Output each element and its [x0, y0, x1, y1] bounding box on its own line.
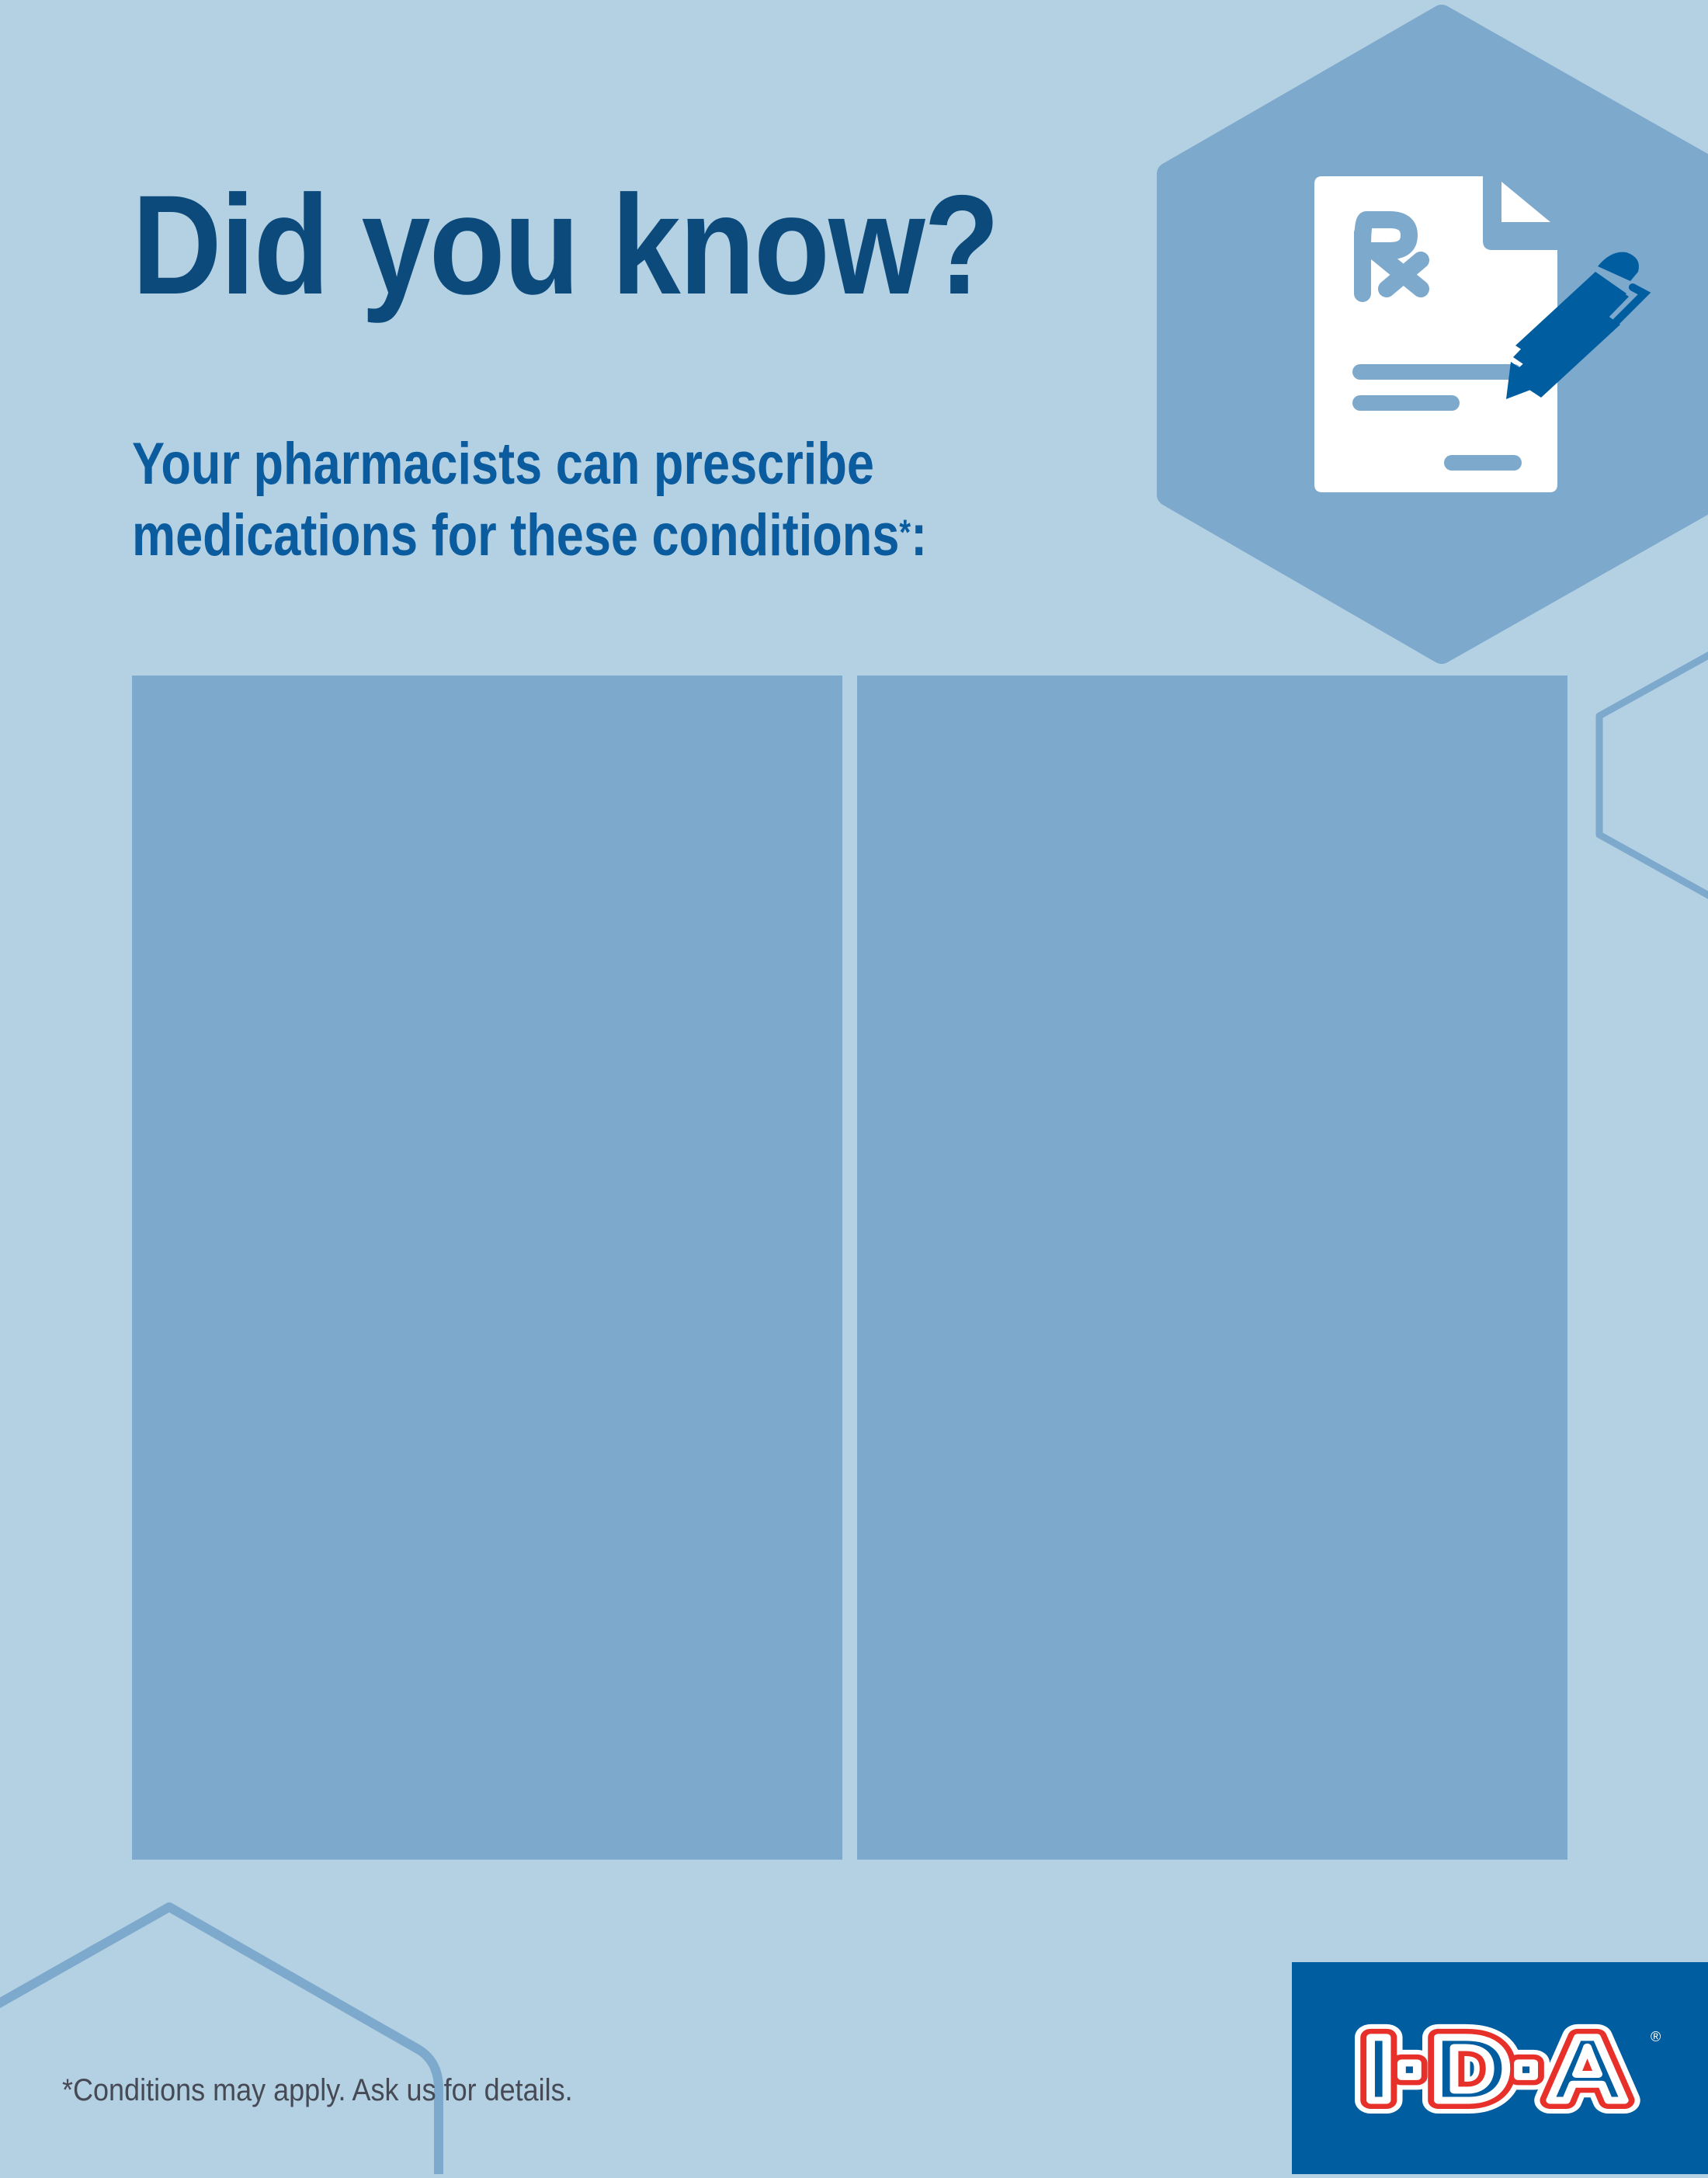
hexagon-outline-right: [1595, 651, 1708, 899]
subtitle-line-2: medications for these conditions: [132, 502, 900, 568]
svg-text:I·D·A: I·D·A: [1363, 2018, 1627, 2121]
conditions-panel-left: [132, 676, 842, 1860]
page-subtitle: Your pharmacists can prescribe medicatio…: [132, 429, 927, 571]
asterisk-mark: *: [899, 512, 911, 552]
ida-logo: I·D·A I·D·A I·D·A ®: [1292, 1962, 1708, 2174]
hexagon-outline-bottom-left: [0, 1902, 443, 2174]
ida-logo-mark: I·D·A I·D·A I·D·A ®: [1350, 2005, 1661, 2134]
pen-icon: [1506, 252, 1651, 399]
page-title: Did you know?: [132, 165, 1000, 324]
footer-disclaimer: *Conditions may apply. Ask us for detail…: [62, 2073, 573, 2107]
conditions-panel-right: [857, 676, 1567, 1860]
subtitle-colon: :: [911, 502, 928, 568]
registered-mark: ®: [1651, 2029, 1661, 2044]
prescription-document-icon: [1314, 176, 1557, 492]
rx-symbol: [1354, 211, 1429, 302]
svg-text:I·D·A: I·D·A: [1363, 2018, 1627, 2121]
subtitle-line-1: Your pharmacists can prescribe: [132, 431, 874, 497]
svg-text:I·D·A: I·D·A: [1363, 2018, 1627, 2121]
